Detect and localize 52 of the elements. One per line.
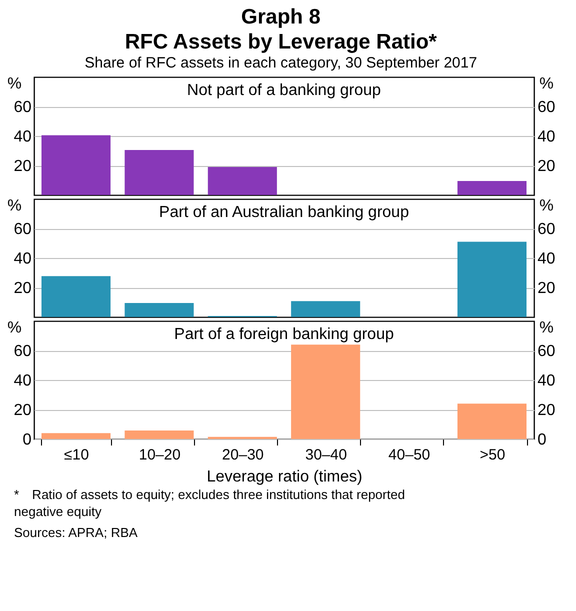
y-axis-title: % <box>7 76 22 92</box>
chart-subtitle: Share of RFC assets in each category, 30 September 2017 <box>84 54 478 72</box>
y2-tick-label: 40 <box>538 372 556 390</box>
y2-axis-title: % <box>539 76 554 92</box>
y-tick-label: 40 <box>14 372 32 390</box>
series-label: Part of a foreign banking group <box>174 326 394 343</box>
chart-title: Graph 8 RFC Assets by Leverage Ratio* <box>124 5 438 54</box>
bar <box>457 242 527 317</box>
y2-tick-label: 40 <box>538 128 556 146</box>
bar <box>457 180 527 195</box>
y2-tick-label: 60 <box>538 221 556 238</box>
x-tick-label: 10–20 <box>138 446 181 464</box>
y-tick-label: 20 <box>14 280 32 297</box>
x-tick-label: >50 <box>480 446 506 464</box>
x-tick-label: 30–40 <box>305 446 347 464</box>
bar <box>41 433 111 439</box>
bar <box>41 135 111 195</box>
text: Not part of a banking group <box>187 82 382 99</box>
bar <box>124 150 194 195</box>
y2-tick-label: 20 <box>538 158 556 175</box>
y2-axis-title: % <box>539 198 554 214</box>
y-axis-title: % <box>7 198 22 214</box>
text: * Ratio of assets to equity; excludes three institutions that reported negative equity <box>14 487 405 519</box>
source-note: Sources: APRA; RBA <box>14 525 138 540</box>
y-tick-label: 60 <box>14 343 32 360</box>
bar <box>291 301 360 317</box>
y2-axis-title: % <box>539 320 554 336</box>
bar <box>124 430 194 439</box>
y-tick-label: 40 <box>14 250 32 268</box>
y2-tick-label: 20 <box>538 280 556 297</box>
y-tick-label: 20 <box>14 402 32 419</box>
bar <box>124 302 194 317</box>
y2-tick-label: 0 <box>538 432 546 448</box>
y-tick-label: 60 <box>14 99 32 116</box>
y-tick-label: 40 <box>14 128 32 146</box>
bar <box>291 344 360 439</box>
y-axis-title: % <box>7 320 22 336</box>
y-tick-label: 0 <box>22 432 32 448</box>
x-tick-label: 20–30 <box>222 446 264 464</box>
bar <box>41 276 111 317</box>
x-tick-label: ≤10 <box>64 446 89 464</box>
text: Part of an Australian banking group <box>159 204 410 221</box>
y-tick-label: 60 <box>14 221 32 238</box>
y2-tick-label: 40 <box>538 250 556 268</box>
x-tick-label: 40–50 <box>388 446 430 464</box>
y2-tick-label: 60 <box>538 343 556 360</box>
y2-tick-label: 60 <box>538 99 556 116</box>
bar <box>208 166 277 195</box>
x-axis-title: Leverage ratio (times) <box>206 468 362 486</box>
y-tick-label: 20 <box>14 158 32 175</box>
bar <box>457 404 527 439</box>
y2-tick-label: 20 <box>538 402 556 419</box>
